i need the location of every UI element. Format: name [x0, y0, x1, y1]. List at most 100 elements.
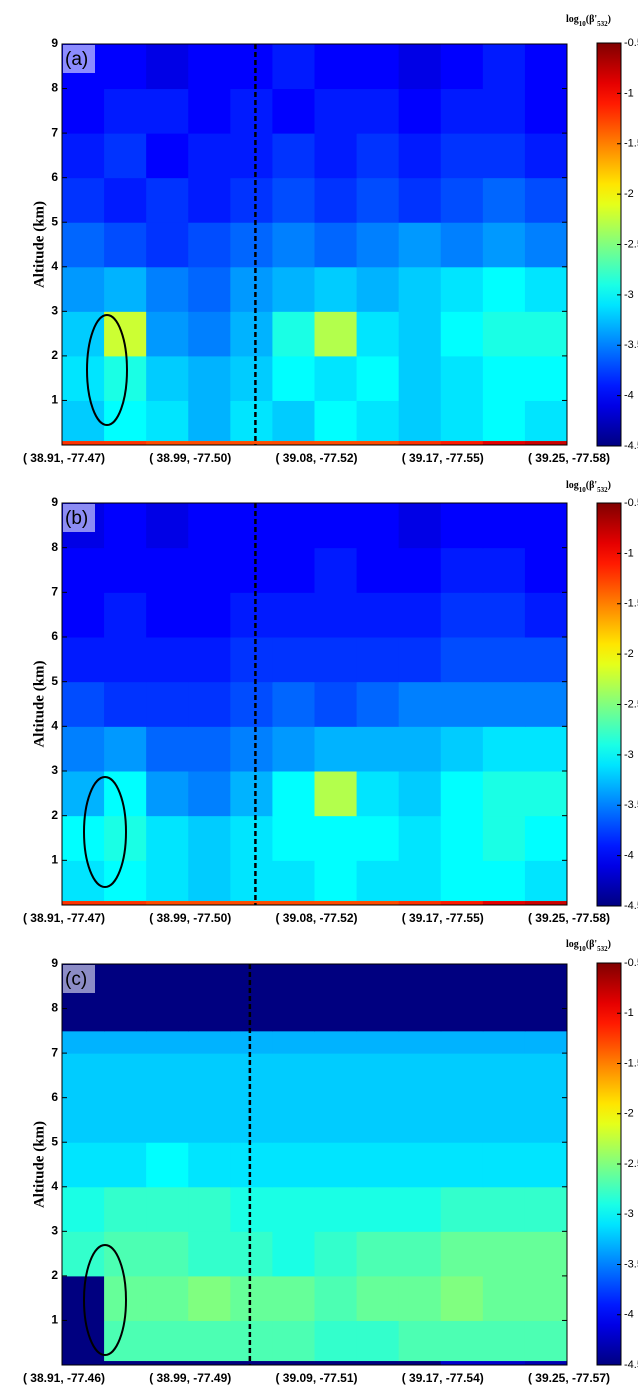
heatmap-cell [188, 637, 231, 683]
heatmap-cell [482, 1053, 526, 1099]
heatmap-cell [104, 503, 147, 549]
heatmap-cell [356, 681, 400, 727]
colorbar-title-part: 532 [597, 945, 608, 953]
heatmap-cell [314, 1186, 358, 1232]
heatmap-cell [440, 1186, 484, 1232]
x-tick-label: ( 39.09, -77.51) [275, 1371, 357, 1385]
x-tick-label: ( 38.91, -77.47) [23, 451, 105, 465]
colorbar-title-part: 10 [579, 945, 587, 953]
heatmap-cell [314, 1142, 358, 1188]
heatmap-cell [272, 266, 315, 312]
heatmap-cell [230, 1320, 273, 1362]
y-axis-label: Altitude (km) [31, 201, 47, 288]
heatmap-cell [524, 44, 568, 90]
heatmap-cell [188, 815, 231, 861]
heatmap-cell [524, 440, 568, 446]
heatmap-cell [482, 440, 526, 446]
heatmap-cell [62, 355, 105, 401]
heatmap-cell [188, 1275, 231, 1321]
heatmap-cell [440, 400, 484, 442]
heatmap-cell [314, 1320, 358, 1362]
heatmap-cell [440, 1142, 484, 1188]
heatmap-cell [146, 860, 189, 902]
heatmap-cell [104, 222, 147, 268]
heatmap-cell [482, 771, 526, 817]
y-tick-label: 2 [51, 808, 58, 822]
colorbar-tick-label: -1.5 [624, 138, 638, 150]
highlight-ellipse [86, 314, 128, 426]
heatmap-cell [146, 547, 189, 593]
heatmap-cell [356, 400, 400, 442]
heatmap-cell [482, 637, 526, 683]
colorbar-tick-label: -0.5 [624, 37, 638, 49]
heatmap-cell [314, 266, 358, 312]
heatmap-cell [482, 964, 526, 1032]
heatmap-cell [482, 355, 526, 401]
heatmap-cell [440, 222, 484, 268]
heatmap-cell [398, 88, 442, 134]
heatmap-cell [272, 355, 315, 401]
heatmap-cell [104, 681, 147, 727]
colorbar-title-part: 532 [597, 486, 608, 494]
x-tick-label: ( 39.17, -77.54) [402, 1371, 484, 1385]
heatmap-cell [398, 771, 442, 817]
heatmap-cell [146, 133, 189, 179]
heatmap-cell [146, 771, 189, 817]
heatmap-cell [272, 88, 315, 134]
colorbar-tick-label: -2 [624, 1108, 634, 1120]
plot-frame [61, 963, 568, 1366]
heatmap-cell [356, 815, 400, 861]
heatmap-cell [524, 815, 568, 861]
heatmap-cell [104, 726, 147, 772]
heatmap-cell [482, 1030, 526, 1054]
heatmap-cell [524, 592, 568, 638]
heatmap-cell [188, 964, 231, 1032]
heatmap-cell [356, 964, 400, 1032]
x-tick-label: ( 39.08, -77.52) [275, 451, 357, 465]
heatmap-cell [272, 1320, 315, 1362]
colorbar-tick-label: -0.5 [624, 957, 638, 969]
heatmap-cell [104, 133, 147, 179]
heatmap-cell [398, 726, 442, 772]
heatmap-cell [524, 400, 568, 442]
panel-label-bg [63, 45, 95, 73]
heatmap-cell [62, 547, 105, 593]
colorbar-tick-label: -1.5 [624, 598, 638, 610]
heatmap-cell [482, 681, 526, 727]
panel-label-bg [63, 504, 95, 532]
heatmap-cell [440, 592, 484, 638]
colorbar-tick-label: -4 [624, 850, 634, 862]
heatmap-cell [440, 815, 484, 861]
heatmap-cell [482, 1360, 526, 1366]
heatmap-cell [230, 44, 273, 90]
heatmap-cell [146, 400, 189, 442]
heatmap-cell [272, 547, 315, 593]
heatmap-cell [482, 503, 526, 549]
heatmap-cell [230, 1360, 273, 1366]
heatmap-cell [314, 681, 358, 727]
heatmap-cell [524, 1053, 568, 1099]
heatmap-cell [314, 592, 358, 638]
heatmap-cell [146, 440, 189, 446]
heatmap-cell [314, 900, 358, 906]
heatmap-cell [524, 726, 568, 772]
heatmap-cell [230, 592, 273, 638]
colorbar-title-part: (β' [586, 14, 598, 25]
heatmap-cell [356, 900, 400, 906]
heatmap-cell [272, 860, 315, 902]
heatmap-cell [230, 1231, 273, 1277]
y-tick-label: 3 [51, 763, 58, 777]
heatmap-cell [524, 681, 568, 727]
colorbar-title-part: log [566, 939, 579, 950]
y-tick-label: 1 [51, 853, 58, 867]
x-tick-label: ( 39.08, -77.52) [275, 911, 357, 925]
heatmap-cell [104, 637, 147, 683]
heatmap-cell [188, 355, 231, 401]
heatmap-cell [482, 592, 526, 638]
heatmap-cell [62, 311, 105, 357]
heatmap-cell [440, 1320, 484, 1362]
heatmap-cell [62, 88, 105, 134]
heatmap-cell [314, 964, 358, 1032]
heatmap-cell [146, 177, 189, 223]
y-tick-label: 9 [51, 495, 58, 509]
